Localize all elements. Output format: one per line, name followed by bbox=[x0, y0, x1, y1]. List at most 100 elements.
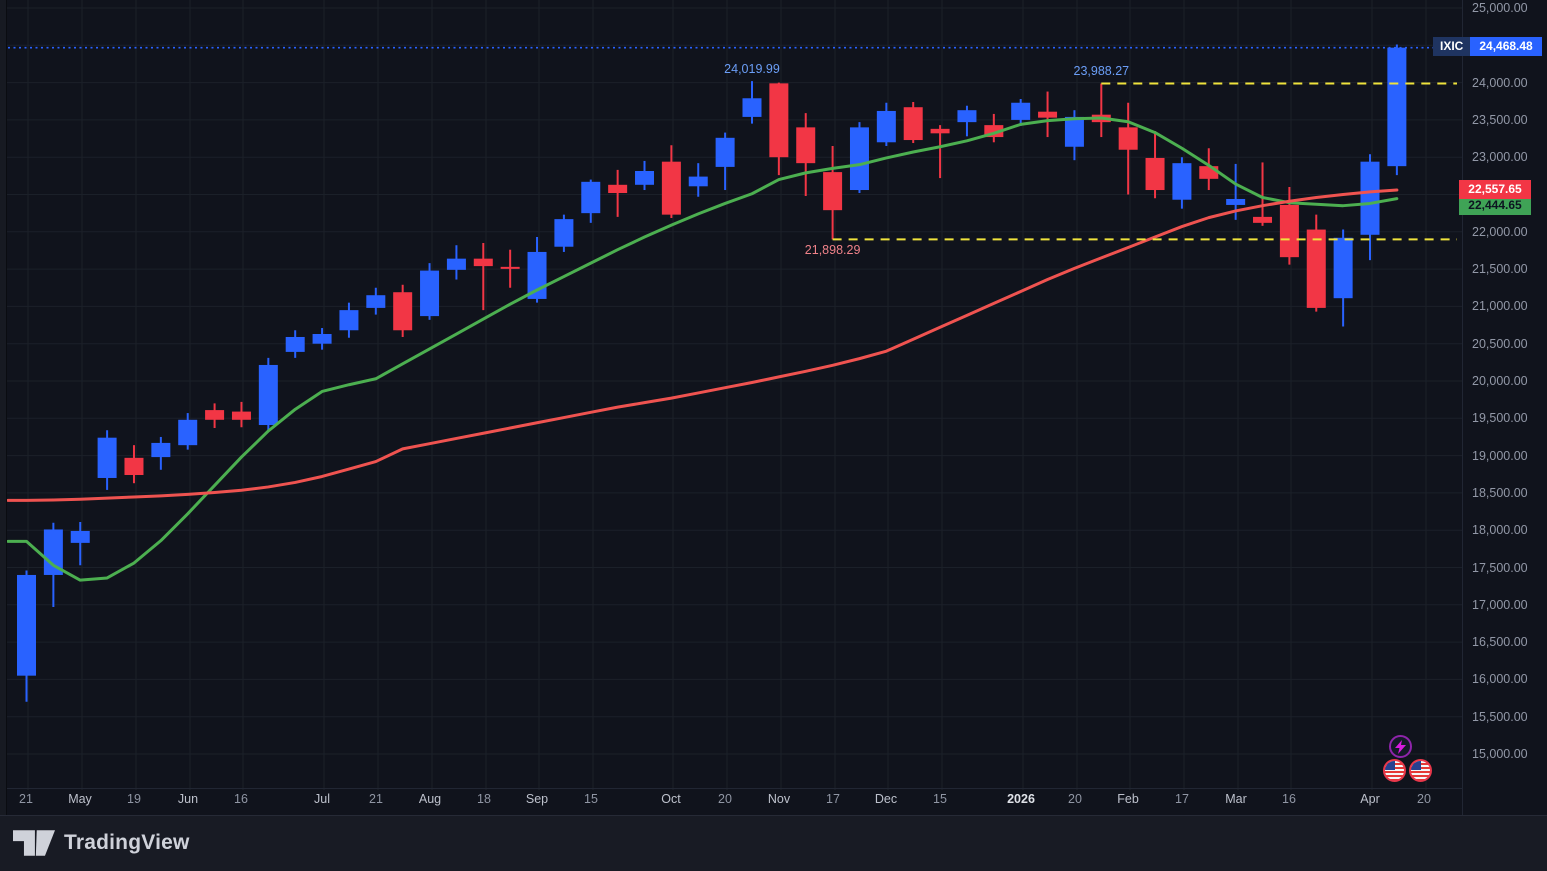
time-axis-label[interactable]: Oct bbox=[661, 792, 681, 806]
time-axis-label[interactable]: 19 bbox=[127, 792, 141, 806]
us-flag-event-icon[interactable] bbox=[1409, 759, 1432, 782]
candle-up bbox=[581, 181, 601, 214]
candle-down bbox=[231, 411, 251, 420]
candle-down bbox=[769, 83, 789, 158]
time-axis-label[interactable]: Sep bbox=[525, 792, 549, 806]
tradingview-logo-text: TradingView bbox=[64, 831, 190, 854]
price-annotation: 23,988.27 bbox=[1073, 64, 1130, 79]
time-axis-label[interactable]: 15 bbox=[584, 792, 598, 806]
candle-down bbox=[124, 457, 144, 475]
price-tick-label[interactable]: 17,000.00 bbox=[1472, 597, 1528, 612]
time-axis-label[interactable]: 21 bbox=[19, 792, 33, 806]
candle-up bbox=[715, 137, 735, 167]
candle-down bbox=[661, 161, 681, 215]
time-axis-label[interactable]: 20 bbox=[1068, 792, 1082, 806]
price-tick-label[interactable]: 17,500.00 bbox=[1472, 560, 1528, 575]
candle-up bbox=[688, 176, 708, 187]
last-price-value: 24,468.48 bbox=[1470, 37, 1542, 56]
time-axis-label[interactable]: 18 bbox=[477, 792, 491, 806]
price-tick-label[interactable]: 16,000.00 bbox=[1472, 672, 1528, 687]
time-axis-label[interactable]: 17 bbox=[1175, 792, 1189, 806]
price-axis[interactable]: 25,000.0024,500.0024,000.0023,500.0023,0… bbox=[1462, 0, 1547, 815]
earnings-lightning-icon[interactable] bbox=[1389, 735, 1412, 758]
price-tick-label[interactable]: 20,500.00 bbox=[1472, 336, 1528, 351]
footer-bar: TradingView bbox=[0, 815, 1547, 871]
time-axis-label[interactable]: Dec bbox=[874, 792, 898, 806]
price-tick-label[interactable]: 23,000.00 bbox=[1472, 150, 1528, 165]
candle-down bbox=[984, 125, 1004, 138]
price-tick-label[interactable]: 25,000.00 bbox=[1472, 1, 1528, 15]
ma-red-price-label: 22,557.65 bbox=[1459, 180, 1531, 199]
time-axis-label[interactable]: Jul bbox=[314, 792, 330, 806]
ma-green-price-label: 22,444.65 bbox=[1459, 196, 1531, 215]
candle-down bbox=[500, 266, 520, 269]
candle-up bbox=[635, 171, 655, 185]
candles bbox=[17, 44, 1407, 702]
price-tick-label[interactable]: 20,000.00 bbox=[1472, 374, 1528, 388]
chart-pane[interactable]: 24,019.99 23,988.27 21,898.29 21 May 19 Jun 16… bbox=[0, 0, 1462, 815]
price-tick-label[interactable]: 19,500.00 bbox=[1472, 411, 1528, 426]
tradingview-logo-mark bbox=[13, 830, 55, 856]
time-axis-label[interactable]: May bbox=[68, 792, 92, 806]
candle-down bbox=[1118, 127, 1138, 150]
candle-up bbox=[258, 364, 278, 426]
price-annotation: 24,019.99 bbox=[724, 62, 780, 77]
price-tick-label[interactable]: 21,000.00 bbox=[1472, 299, 1528, 314]
candle-up bbox=[1064, 116, 1084, 147]
candle-up bbox=[1226, 198, 1246, 205]
time-axis-label[interactable]: 20 bbox=[1417, 792, 1431, 806]
price-tick-label[interactable]: 18,000.00 bbox=[1472, 523, 1528, 538]
candle-up bbox=[554, 219, 574, 247]
lightning-bolt-glyph bbox=[1394, 739, 1406, 754]
candle-up bbox=[312, 334, 332, 344]
price-tick-label[interactable]: 22,000.00 bbox=[1472, 224, 1528, 239]
price-annotation: 21,898.29 bbox=[804, 243, 861, 258]
time-axis-label[interactable]: Mar bbox=[1225, 792, 1247, 806]
tradingview-logo[interactable]: TradingView bbox=[13, 829, 190, 857]
price-tick-label[interactable]: 19,000.00 bbox=[1472, 448, 1528, 463]
price-tick-label[interactable]: 18,500.00 bbox=[1472, 485, 1528, 500]
time-axis-label[interactable]: Jun bbox=[177, 792, 199, 806]
candle-down bbox=[393, 292, 413, 331]
symbol-tag: IXIC bbox=[1433, 37, 1471, 56]
candlestick-plot bbox=[0, 0, 1462, 790]
candle-up bbox=[420, 270, 440, 317]
time-axis-label[interactable]: 15 bbox=[933, 792, 947, 806]
price-tick-label[interactable]: 24,000.00 bbox=[1472, 75, 1528, 90]
time-axis-label[interactable]: 17 bbox=[826, 792, 840, 806]
price-tick-label[interactable]: 23,500.00 bbox=[1472, 112, 1528, 127]
time-axis-label[interactable]: 16 bbox=[234, 792, 248, 806]
candle-up bbox=[742, 98, 762, 117]
time-axis-label[interactable]: Feb bbox=[1117, 792, 1139, 806]
candle-up bbox=[1387, 47, 1407, 167]
time-axis-label[interactable]: 21 bbox=[369, 792, 383, 806]
price-tick-label[interactable]: 21,500.00 bbox=[1472, 262, 1528, 277]
ma-green-line[interactable] bbox=[6, 116, 1399, 582]
time-axis-label[interactable]: 20 bbox=[718, 792, 732, 806]
candle-down bbox=[473, 258, 493, 267]
candle-up bbox=[366, 295, 386, 308]
time-axis-label[interactable]: 16 bbox=[1282, 792, 1296, 806]
candle-up bbox=[70, 530, 90, 543]
price-tick-label[interactable]: 16,500.00 bbox=[1472, 635, 1528, 650]
price-tick-label[interactable]: 15,500.00 bbox=[1472, 709, 1528, 724]
time-axis-label[interactable]: 2026 bbox=[1007, 792, 1035, 806]
candle-down bbox=[608, 184, 628, 194]
candle-down bbox=[1145, 157, 1165, 191]
us-flag-event-icon[interactable] bbox=[1383, 759, 1406, 782]
candle-up bbox=[1011, 102, 1031, 120]
time-axis-label[interactable]: Nov bbox=[767, 792, 791, 806]
price-tick-label[interactable]: 15,000.00 bbox=[1472, 747, 1528, 761]
ma-red-line[interactable] bbox=[6, 188, 1399, 502]
candle-down bbox=[1279, 204, 1299, 258]
candle-down bbox=[205, 410, 225, 420]
candle-up bbox=[876, 110, 896, 143]
time-axis[interactable]: 21 May 19 Jun 16 Jul 21 Aug 18 Sep 15 Oct 20 Nov 17 Dec… bbox=[0, 788, 1462, 815]
candle-up bbox=[957, 110, 977, 123]
left-toolbar-strip bbox=[0, 0, 7, 815]
time-axis-label[interactable]: Apr bbox=[1360, 792, 1380, 806]
candle-up bbox=[17, 574, 36, 676]
candle-up bbox=[1333, 237, 1353, 299]
time-axis-label[interactable]: Aug bbox=[418, 792, 442, 806]
candle-down bbox=[823, 172, 843, 211]
